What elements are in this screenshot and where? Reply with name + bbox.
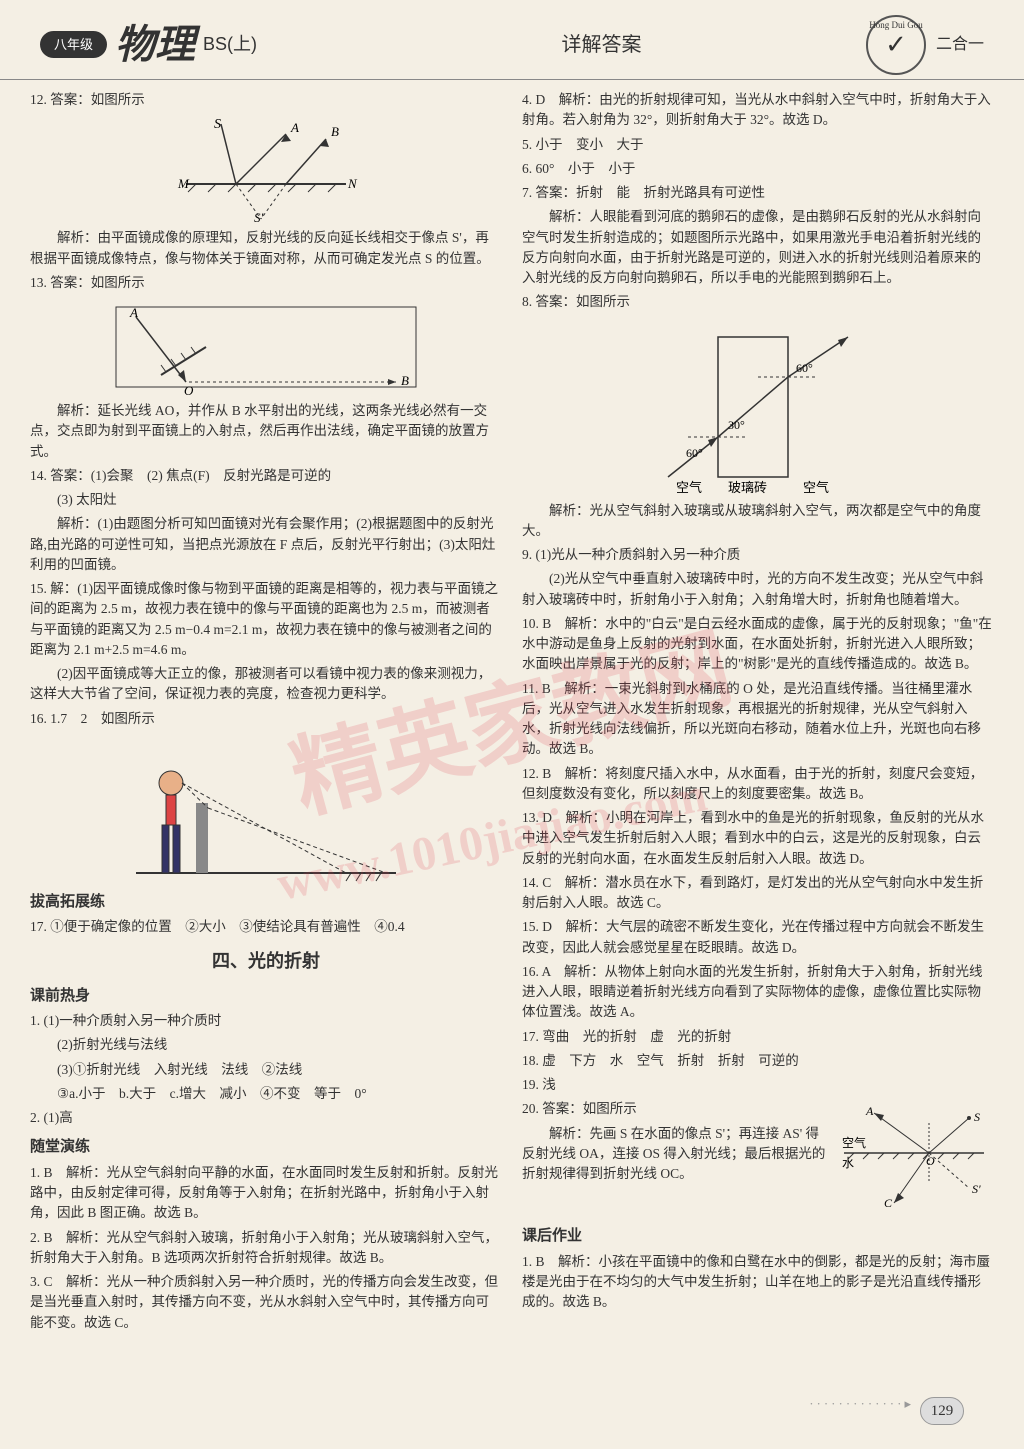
svg-text:30°: 30° <box>728 418 745 432</box>
svg-text:A: A <box>290 120 299 135</box>
svg-text:60°: 60° <box>796 361 813 375</box>
seal-text: Hong Dui Gou <box>868 19 924 33</box>
r-q6: 6. 60° 小于 小于 <box>522 159 994 179</box>
svg-text:空气: 空气 <box>842 1135 866 1150</box>
grade-badge: 八年级 <box>40 31 107 59</box>
seal-icon: Hong Dui Gou <box>866 15 926 75</box>
q20-diagram: S A S' C O 空气 水 <box>834 1103 994 1213</box>
page-dots-icon: ·············▸ <box>809 1394 914 1414</box>
hw1: 1. B 解析：小孩在平面镜中的像和白鹭在水中的倒影，都是光的反射；海市蜃楼是光… <box>522 1252 994 1313</box>
r-q10: 10. B 解析：水中的"白云"是白云经水面成的虚像，属于光的反射现象；"鱼"在… <box>522 614 994 675</box>
content-columns: 12. 答案：如图所示 S A B M N S' 解析：由平面镜成像的原理知，反… <box>0 80 1024 1390</box>
r-q19: 19. 浅 <box>522 1075 994 1095</box>
q16-diagram <box>126 733 406 883</box>
r-q20-label: 20. 答案：如图所示 <box>522 1099 826 1119</box>
r-q7-a: 7. 答案：折射 能 折射光路具有可逆性 <box>522 183 994 203</box>
svg-text:A: A <box>865 1104 874 1118</box>
svg-text:空气: 空气 <box>676 480 702 495</box>
svg-text:O: O <box>926 1154 935 1168</box>
r-q8-label: 8. 答案：如图所示 <box>522 292 994 312</box>
svg-text:N: N <box>347 176 358 191</box>
kq1-d: ③a.小于 b.大于 c.增大 减小 ④不变 等于 0° <box>30 1084 502 1104</box>
left-column: 12. 答案：如图所示 S A B M N S' 解析：由平面镜成像的原理知，反… <box>30 90 502 1380</box>
r-q8-explain: 解析：光从空气斜射入玻璃或从玻璃斜射入空气，两次都是空气中的角度大。 <box>522 501 994 542</box>
svg-text:B: B <box>401 373 409 388</box>
section-keqian: 课前热身 <box>30 985 502 1008</box>
kq1-a: 1. (1)一种介质射入另一种介质时 <box>30 1011 502 1031</box>
svg-text:空气: 空气 <box>803 480 829 495</box>
svg-text:S: S <box>974 1110 980 1124</box>
kq2: 2. (1)高 <box>30 1108 502 1128</box>
q12-label: 12. 答案：如图所示 <box>30 90 502 110</box>
q14-b: (3) 太阳灶 <box>30 490 502 510</box>
r-q9-a: 9. (1)光从一种介质斜射入另一种介质 <box>522 545 994 565</box>
r-q12: 12. B 解析：将刻度尺插入水中，从水面看，由于光的折射，刻度尺会变短，但刻度… <box>522 764 994 805</box>
r-q4: 4. D 解析：由光的折射规律可知，当光从水中斜射入空气中时，折射角大于入射角。… <box>522 90 994 131</box>
st3: 3. C 解析：光从一种介质斜射入另一种介质时，光的传播方向会发生改变，但是当光… <box>30 1272 502 1333</box>
q13-explain: 解析：延长光线 AO，并作从 B 水平射出的光线，这两条光线必然有一交点，交点即… <box>30 401 502 462</box>
q15-b: (2)因平面镜成等大正立的像，那被测者可以看镜中视力表的像来测视力，这样大大节省… <box>30 664 502 705</box>
kq1-b: (2)折射光线与法线 <box>30 1035 502 1055</box>
combo-label: 二合一 <box>936 33 984 57</box>
r-q5: 5. 小于 变小 大于 <box>522 135 994 155</box>
svg-text:C: C <box>884 1196 893 1210</box>
svg-text:B: B <box>331 124 339 139</box>
q15-a: 15. 解：(1)因平面镜成像时像与物到平面镜的距离是相等的，视力表与平面镜之间… <box>30 579 502 660</box>
section-tuozhan: 拔高拓展练 <box>30 891 502 914</box>
edition-label: BS(上) <box>203 31 257 58</box>
subject-title: 物理 <box>115 15 195 75</box>
q12-diagram: S A B M N S' <box>166 114 366 224</box>
page-header: 八年级 物理 BS(上) 详解答案 Hong Dui Gou 二合一 <box>0 0 1024 80</box>
kq1-c: (3)①折射光线 入射光线 法线 ②法线 <box>30 1060 502 1080</box>
r-q20-explain: 解析：先画 S 在水面的像点 S'；再连接 AS' 得反射光线 OA，连接 OS… <box>522 1124 826 1185</box>
section-homework: 课后作业 <box>522 1225 994 1248</box>
svg-text:S: S <box>214 117 221 132</box>
st2: 2. B 解析：光从空气斜射入玻璃，折射角小于入射角；光从玻璃斜射入空气，折射角… <box>30 1228 502 1269</box>
svg-text:水: 水 <box>842 1156 854 1170</box>
st1: 1. B 解析：光从空气斜射向平静的水面，在水面同时发生反射和折射。反射光路中，… <box>30 1163 502 1224</box>
q13-diagram: A O B <box>106 297 426 397</box>
r-q18: 18. 虚 下方 水 空气 折射 折射 可逆的 <box>522 1051 994 1071</box>
q16: 16. 1.7 2 如图所示 <box>30 709 502 729</box>
svg-text:S': S' <box>972 1182 981 1196</box>
svg-text:M: M <box>177 176 190 191</box>
page-number: 129 <box>920 1397 964 1425</box>
q17: 17. ①便于确定像的位置 ②大小 ③使结论具有普遍性 ④0.4 <box>30 917 502 937</box>
svg-text:O: O <box>184 383 194 397</box>
svg-text:玻璃砖: 玻璃砖 <box>728 480 767 495</box>
r-q11: 11. B 解析：一束光斜射到水桶底的 O 处，是光沿直线传播。当往桶里灌水后，… <box>522 679 994 760</box>
q14-a: 14. 答案：(1)会聚 (2) 焦点(F) 反射光路是可逆的 <box>30 466 502 486</box>
q12-explain: 解析：由平面镜成像的原理知，反射光线的反向延长线相交于像点 S'，再根据平面镜成… <box>30 228 502 269</box>
r-q13: 13. D 解析：小明在河岸上，看到水中的鱼是光的折射现象，鱼反射的光从水中进入… <box>522 808 994 869</box>
q8-diagram: 60° 30° 60° 空气 玻璃砖 空气 <box>628 317 888 497</box>
r-q7-b: 解析：人眼能看到河底的鹅卵石的虚像，是由鹅卵石反射的光从水斜射向空气时发生折射造… <box>522 207 994 288</box>
svg-text:S': S' <box>254 210 264 224</box>
q14-explain: 解析：(1)由题图分析可知凹面镜对光有会聚作用；(2)根据题图中的反射光路,由光… <box>30 514 502 575</box>
r-q17: 17. 弯曲 光的折射 虚 光的折射 <box>522 1027 994 1047</box>
section-suitang: 随堂演练 <box>30 1136 502 1159</box>
svg-text:A: A <box>129 305 138 320</box>
right-column: 4. D 解析：由光的折射规律可知，当光从水中斜射入空气中时，折射角大于入射角。… <box>522 90 994 1380</box>
r-q14: 14. C 解析：潜水员在水下，看到路灯，是灯发出的光从空气射向水中发生折射后射… <box>522 873 994 914</box>
section-title: 详解答案 <box>337 30 866 60</box>
r-q15: 15. D 解析：大气层的疏密不断发生变化，光在传播过程中方向就会不断发生改变，… <box>522 917 994 958</box>
r-q16: 16. A 解析：从物体上射向水面的光发生折射，折射角大于入射角，折射光线进入人… <box>522 962 994 1023</box>
r-q9-b: (2)光从空气中垂直射入玻璃砖中时，光的方向不发生改变；光从空气中斜射入玻璃砖中… <box>522 569 994 610</box>
chapter-title: 四、光的折射 <box>30 948 502 975</box>
q13-label: 13. 答案：如图所示 <box>30 273 502 293</box>
svg-text:60°: 60° <box>686 446 703 460</box>
